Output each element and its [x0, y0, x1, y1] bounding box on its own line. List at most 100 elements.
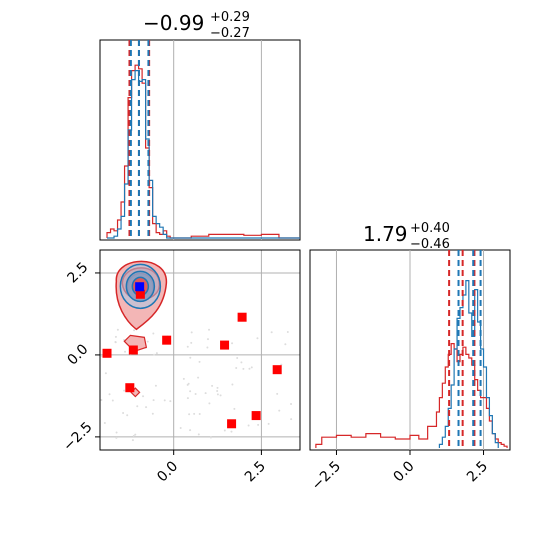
red-point — [220, 340, 230, 350]
sample-dot — [103, 421, 106, 424]
red-point — [102, 348, 112, 358]
sample-dot — [151, 412, 154, 415]
sample-dot — [280, 363, 283, 366]
sample-dot — [179, 427, 182, 430]
sample-dot — [169, 400, 172, 403]
sample-dot — [126, 414, 129, 417]
red-point — [162, 335, 172, 345]
red-point — [125, 383, 135, 393]
x-tick-label: 0.0 — [391, 458, 418, 485]
sample-dot — [153, 353, 156, 356]
sample-dot — [152, 332, 155, 335]
sample-dot — [116, 328, 119, 331]
sample-dot — [204, 392, 207, 395]
sample-dot — [189, 429, 192, 432]
sample-dot — [248, 367, 251, 370]
sample-dot — [284, 343, 287, 346]
sample-dot — [198, 360, 201, 363]
sample-dot — [131, 439, 134, 442]
histogram-panel-param-2: −2.5 0.0 2.5 — [309, 249, 511, 494]
x-tick-label: −2.5 — [309, 458, 344, 493]
sample-dot — [189, 390, 192, 393]
sample-dot — [230, 430, 233, 433]
sample-dot — [100, 354, 103, 357]
sample-dot — [256, 337, 259, 340]
histogram-series — [315, 280, 508, 448]
sample-dot — [290, 402, 293, 405]
red-point — [227, 419, 237, 429]
red-point — [272, 365, 282, 375]
sample-dot — [270, 331, 273, 334]
sample-dot — [208, 328, 211, 331]
sample-dot — [115, 436, 118, 439]
scatter-contour-panel: 0.0 2.5 2.5 0.0 −2.5 — [60, 249, 301, 485]
sample-dot — [290, 418, 293, 421]
sample-dot — [186, 397, 189, 400]
sample-dot — [142, 395, 145, 398]
sample-dot — [111, 399, 114, 402]
sample-dot — [223, 429, 226, 432]
sample-dot — [211, 384, 214, 387]
histogram-line-1 — [107, 70, 300, 239]
red-point — [251, 411, 261, 421]
red-point — [237, 312, 247, 322]
sample-dot — [104, 372, 107, 375]
sample-dot — [219, 394, 222, 397]
sample-dot — [231, 342, 234, 345]
sample-dot — [122, 411, 125, 414]
histogram-line-0 — [315, 343, 508, 448]
sample-dot — [114, 340, 117, 343]
y-tick-label: 0.0 — [64, 341, 91, 368]
sample-dot — [231, 383, 234, 386]
sample-dot — [242, 367, 245, 370]
sample-dot — [115, 431, 118, 434]
sample-dot — [278, 409, 281, 412]
sample-dot — [188, 413, 191, 416]
sample-dot — [155, 352, 158, 355]
sample-dot — [124, 350, 127, 353]
sample-dot — [189, 356, 192, 359]
panel-frame — [99, 249, 301, 451]
sample-dot — [206, 346, 209, 349]
sample-dot — [209, 436, 212, 439]
sample-dot — [186, 383, 189, 386]
sample-dot — [190, 341, 193, 344]
sample-dot — [163, 399, 166, 402]
sample-dot — [136, 405, 139, 408]
sample-dot — [235, 367, 238, 370]
sample-dot — [145, 406, 148, 409]
sample-dot — [134, 433, 137, 436]
x-axis-ticks: −2.5 0.0 2.5 — [309, 450, 491, 494]
sample-dot — [186, 345, 189, 348]
sample-dot — [286, 331, 289, 334]
x-tick-label: 2.5 — [242, 458, 269, 485]
sample-dot — [208, 402, 211, 405]
param-1-title-upper: +0.29 — [210, 10, 250, 25]
sample-dot — [197, 433, 200, 436]
sample-dot — [108, 393, 111, 396]
param-2-title-value: 1.79 — [363, 222, 408, 246]
grid-lines — [173, 40, 262, 240]
sample-dot — [276, 392, 279, 395]
sample-dot — [123, 389, 126, 392]
density-contours — [115, 260, 168, 398]
sample-dot — [247, 424, 250, 427]
sample-dot — [216, 389, 219, 392]
red-point — [128, 345, 138, 355]
sample-dot — [152, 399, 155, 402]
sample-dot — [216, 393, 219, 396]
sample-dot — [216, 386, 219, 389]
quantile-lines — [448, 250, 482, 450]
histogram-line-0 — [106, 64, 300, 239]
sample-dot — [197, 376, 200, 379]
sample-dot — [190, 331, 193, 334]
param-1-title-value: −0.99 — [143, 11, 204, 35]
grid-lines — [335, 250, 485, 450]
sample-dot — [267, 422, 270, 425]
param-1-title-lower: −0.27 — [210, 26, 250, 41]
sample-dot — [198, 412, 201, 415]
quantile-lines — [128, 40, 151, 240]
panel-frame — [99, 39, 301, 241]
sample-dot — [114, 335, 117, 338]
y-tick-label: −2.5 — [60, 419, 95, 454]
